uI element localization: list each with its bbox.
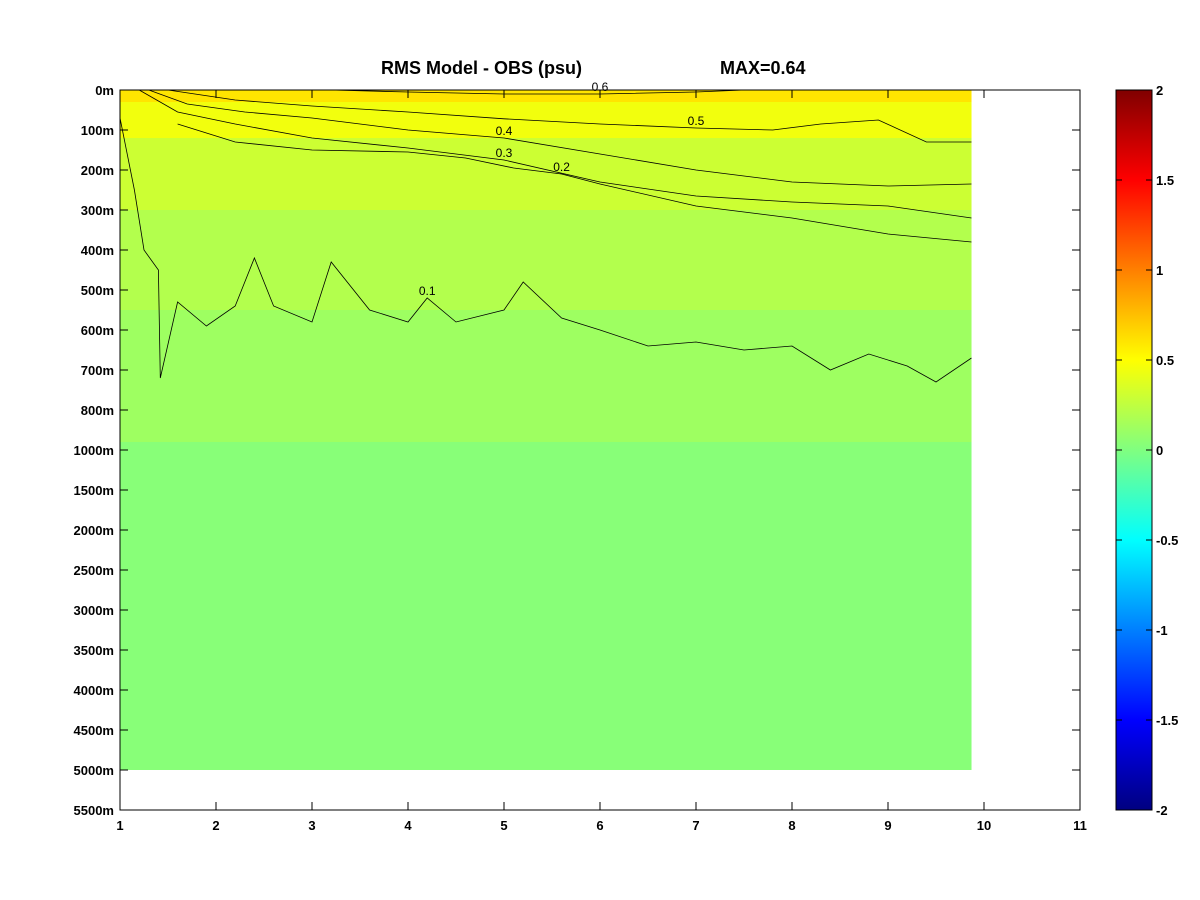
value-band-2 [120, 138, 972, 210]
x-tick-label: 3 [308, 818, 315, 833]
contour-label-1: 0.5 [688, 114, 705, 128]
y-tick-label: 3000m [74, 603, 114, 618]
plot-area: 0.60.50.40.30.20.1 1 2 3 4 5 6 7 8 9 10 11 0m100m2… [74, 80, 1087, 833]
x-tick-label: 6 [596, 818, 603, 833]
value-band-1 [120, 102, 972, 138]
y-tick-label: 200m [81, 163, 114, 178]
colorbar-tick-label: 0.5 [1156, 353, 1174, 368]
contour-lines: 0.60.50.40.30.20.1 [119, 80, 972, 383]
y-tick-label: 300m [81, 203, 114, 218]
contour-line-0.3 [139, 89, 972, 219]
y-tick-label: 5000m [74, 763, 114, 778]
colorbar-tick-label: -1 [1156, 623, 1168, 638]
contour-label-4: 0.2 [553, 160, 570, 174]
x-tick-label: 2 [212, 818, 219, 833]
contour-line-0.4 [148, 89, 972, 187]
y-tick-label: 600m [81, 323, 114, 338]
colorbar-tick-label: -1.5 [1156, 713, 1178, 728]
colorbar-tick-label: 1.5 [1156, 173, 1174, 188]
y-tick-label: 2500m [74, 563, 114, 578]
colorbar-tick-label: -2 [1156, 803, 1168, 818]
value-band-5 [120, 442, 972, 770]
x-tick-label: 8 [788, 818, 795, 833]
contour-line-0.1 [119, 117, 972, 383]
value-bands [120, 90, 972, 770]
y-tick-label: 2000m [74, 523, 114, 538]
y-tick-label: 500m [81, 283, 114, 298]
y-tick-label: 4000m [74, 683, 114, 698]
value-band-3 [120, 210, 972, 310]
y-tick-label: 3500m [74, 643, 114, 658]
x-tick-label: 11 [1073, 818, 1087, 833]
x-tick-label: 9 [884, 818, 891, 833]
contour-line-0.6 [331, 89, 745, 95]
y-tick-label: 4500m [74, 723, 114, 738]
x-axis: 1 2 3 4 5 6 7 8 9 10 11 [116, 90, 1087, 833]
y-tick-label: 5500m [74, 803, 114, 818]
y-tick-label: 1500m [74, 483, 114, 498]
value-band-4 [120, 310, 972, 442]
contour-line-0.2 [177, 123, 972, 243]
contour-label-2: 0.4 [496, 124, 513, 138]
x-tick-label: 5 [500, 818, 507, 833]
contour-label-5: 0.1 [419, 284, 436, 298]
chart-title: RMS Model - OBS (psu) [381, 58, 582, 78]
colorbar-ticks: 2 1.5 1 0.5 0 -0.5 -1 -1.5 -2 [1116, 83, 1178, 818]
y-tick-label: 400m [81, 243, 114, 258]
colorbar-tick-label: 1 [1156, 263, 1163, 278]
y-tick-label: 0m [95, 83, 114, 98]
contour-line-0.5 [167, 89, 972, 143]
x-tick-label: 4 [404, 818, 412, 833]
x-tick-label: 7 [692, 818, 699, 833]
colorbar: 2 1.5 1 0.5 0 -0.5 -1 -1.5 -2 [1115, 83, 1178, 818]
y-tick-label: 1000m [74, 443, 114, 458]
x-tick-label: 1 [116, 818, 123, 833]
colorbar-tick-label: 0 [1156, 443, 1163, 458]
x-tick-label: 10 [977, 818, 991, 833]
y-tick-label: 800m [81, 403, 114, 418]
colorbar-tick-label: -0.5 [1156, 533, 1178, 548]
chart-subtitle-max: MAX=0.64 [720, 58, 806, 78]
y-tick-label: 700m [81, 363, 114, 378]
y-tick-label: 100m [81, 123, 114, 138]
y-axis: 0m 100m 200m 300m 400m 500m 600m 700m 800m 1000m 1… [74, 83, 1080, 818]
colorbar-tick-label: 2 [1156, 83, 1163, 98]
contour-label-3: 0.3 [496, 146, 513, 160]
value-band-0 [120, 90, 972, 102]
